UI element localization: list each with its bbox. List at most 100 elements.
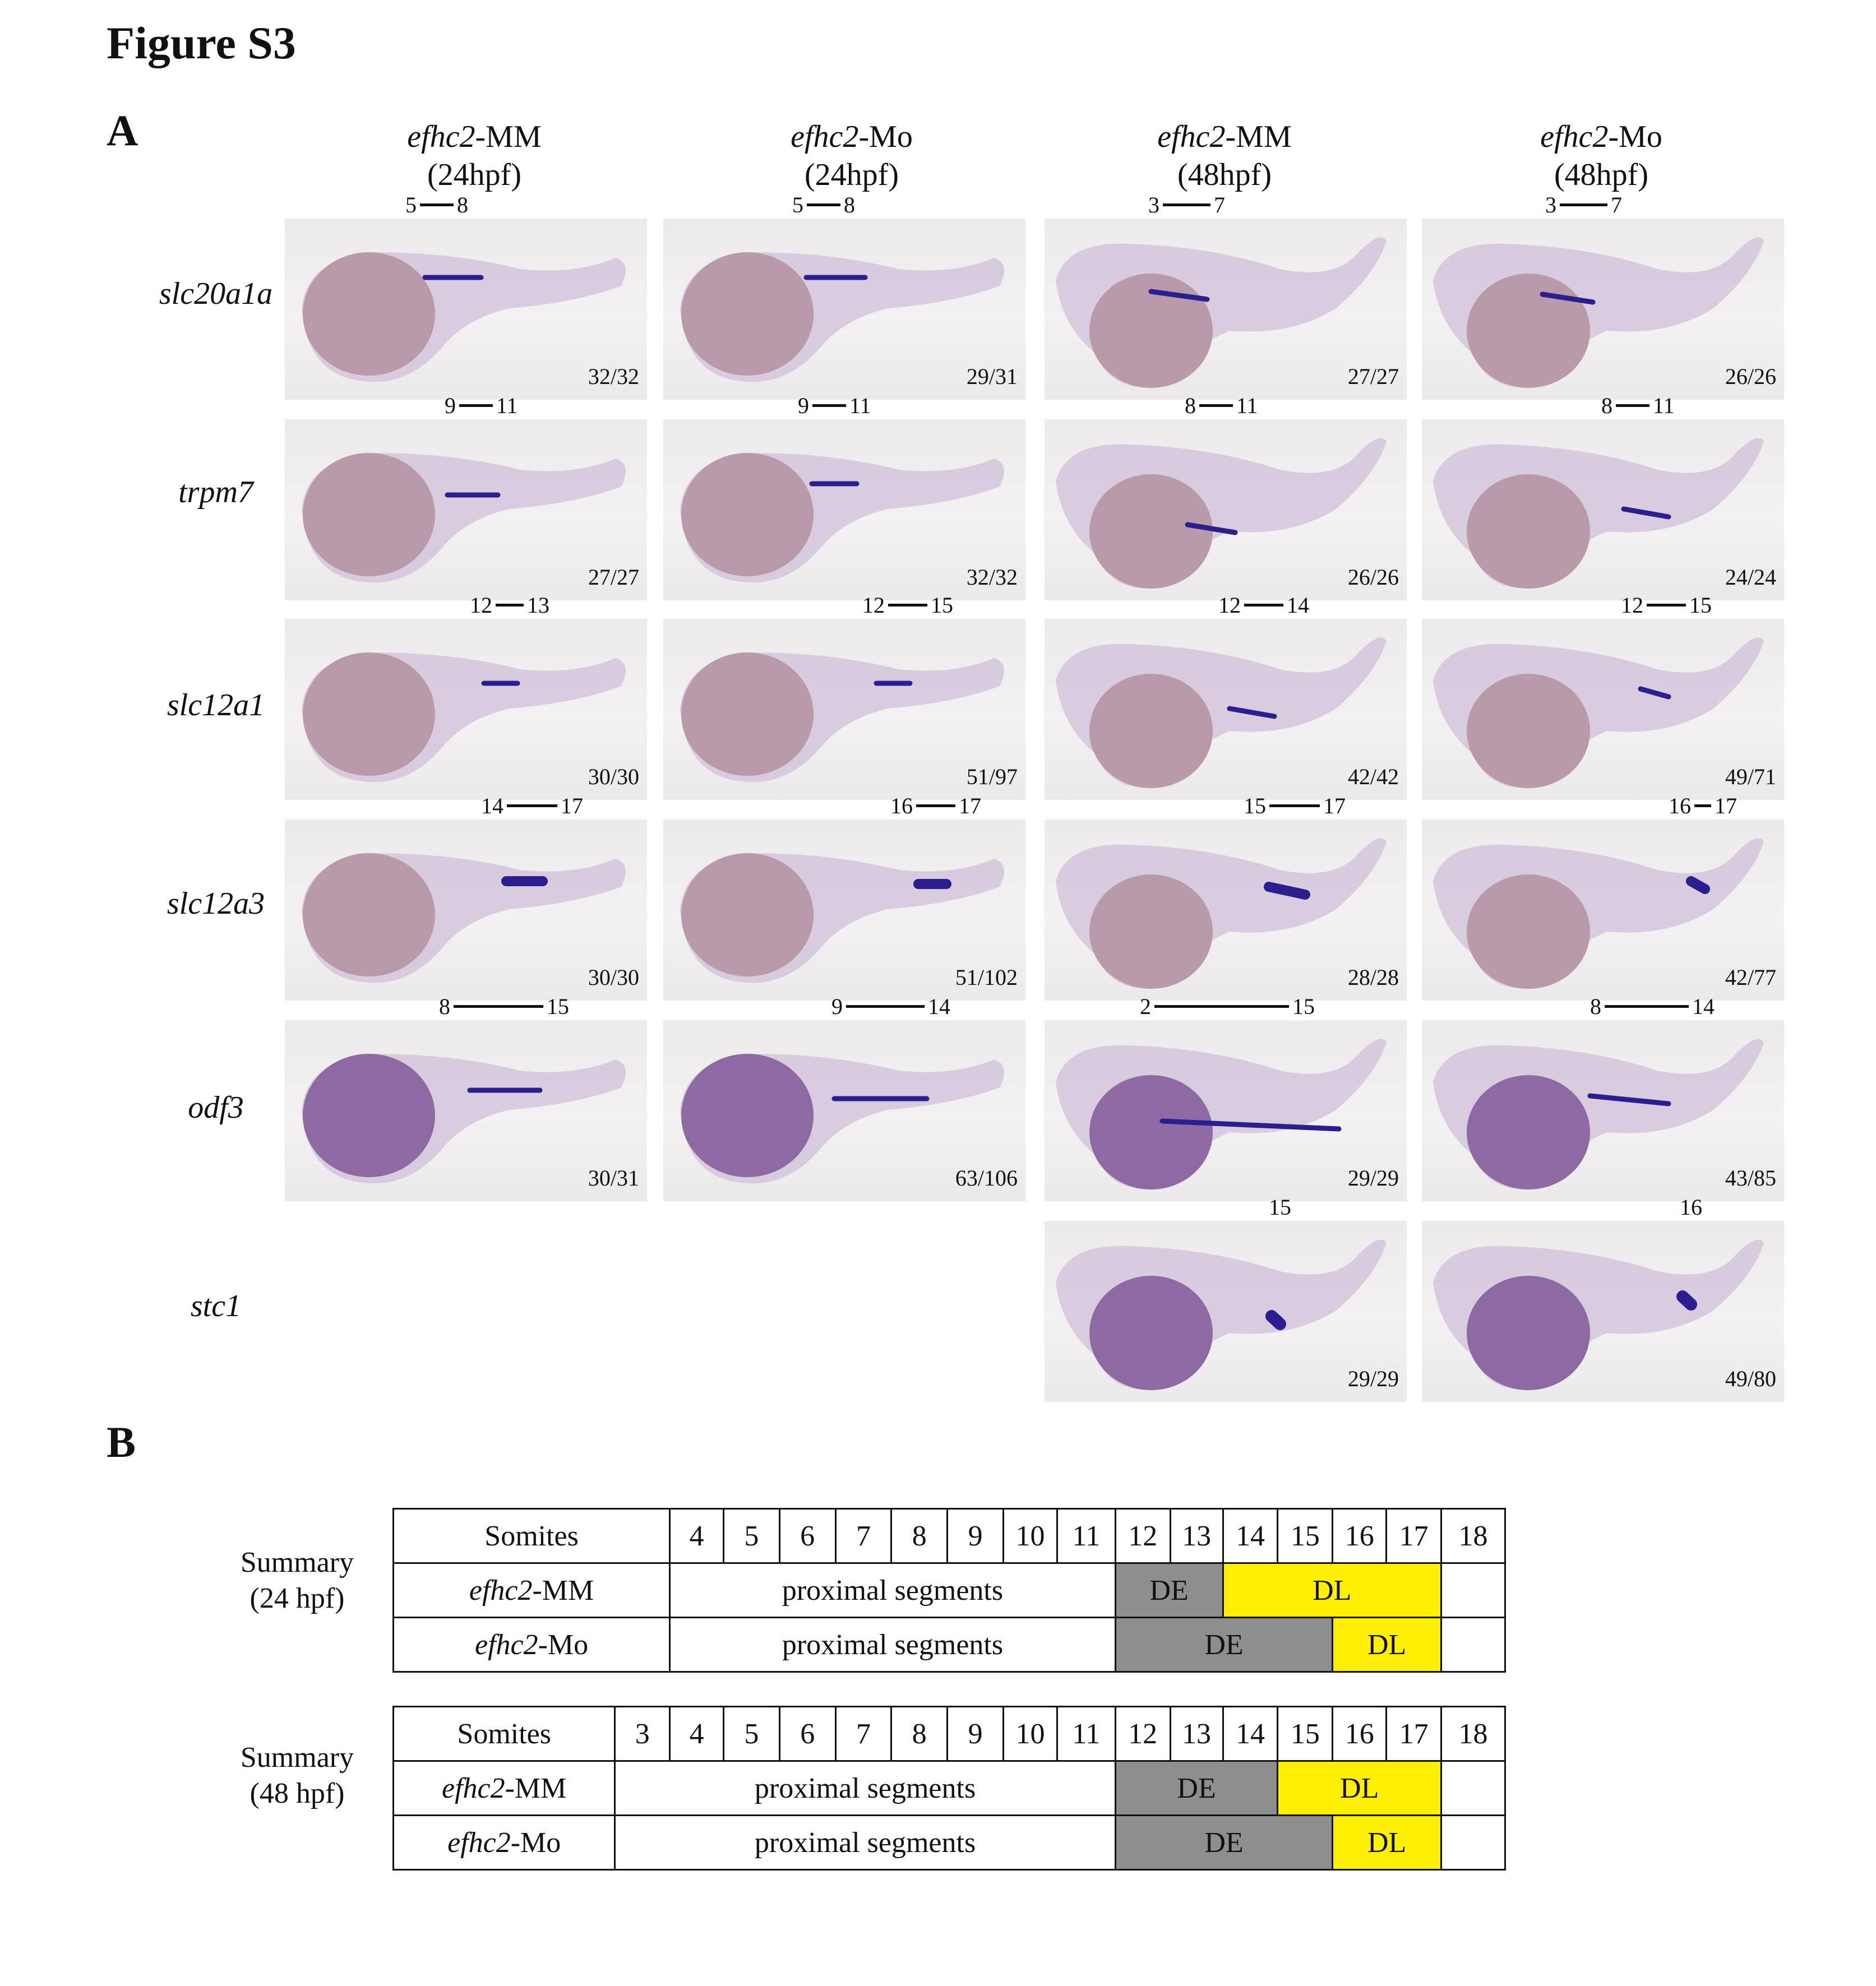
segment-range-line <box>459 404 493 407</box>
segment-start: 8 <box>1590 993 1601 1019</box>
gene-suffix: -MM <box>532 1574 594 1607</box>
segment-end: 11 <box>496 392 518 418</box>
pronephric-stain <box>1159 1118 1342 1132</box>
somite-cell: 8 <box>890 1508 949 1564</box>
gene-name: efhc2 <box>474 1628 538 1661</box>
somite-cell: 4 <box>669 1706 725 1762</box>
row-label-slc12a3: slc12a3 <box>167 886 265 921</box>
segment-start: 3 <box>1148 192 1159 217</box>
row-label-slc20a1a: slc20a1a <box>159 276 273 311</box>
segment-start: 3 <box>1545 192 1556 217</box>
segment-range-line <box>454 1004 543 1008</box>
segment-start: 16 <box>1669 793 1691 818</box>
embryo-drawing <box>1056 1239 1387 1390</box>
mo-row: efhc2-Mo proximal segments DE DL <box>392 1814 1506 1871</box>
embryo-image-r0c0: 32/32 <box>285 219 647 400</box>
yolk <box>1089 1276 1213 1390</box>
somites-row: Somites 4 5 6 7 8 9 10 11 12 13 14 15 16… <box>392 1508 1506 1564</box>
segment-marker: 8 11 <box>1185 391 1258 419</box>
segment-range-line <box>1605 1004 1689 1008</box>
row-label-stc1: stc1 <box>190 1289 242 1323</box>
segment-start: 16 <box>890 793 913 818</box>
empty-cell <box>1440 1617 1506 1673</box>
embryo-count: 49/80 <box>1725 1366 1776 1391</box>
yolk <box>303 853 435 976</box>
row-header-mo: efhc2-Mo <box>392 1617 671 1673</box>
somite-cell: 11 <box>1056 1508 1116 1564</box>
yolk <box>1089 474 1213 589</box>
segment-marker: 15 <box>1269 1193 1291 1221</box>
segment-range-line <box>1244 603 1283 607</box>
somite-cell: 4 <box>669 1508 724 1564</box>
proximal-segments: proximal segments <box>614 1760 1116 1816</box>
embryo-count: 32/32 <box>966 564 1018 590</box>
embryo-count: 43/85 <box>1725 1165 1776 1191</box>
segment-end: 15 <box>1689 592 1712 618</box>
embryo-image-r0c3: 26/26 <box>1422 219 1784 400</box>
pronephric-stain <box>1148 289 1210 302</box>
yolk <box>681 652 814 776</box>
segment-range-line <box>807 203 840 206</box>
embryo-drawing <box>680 652 1004 783</box>
summary-table-24: Somites 4 5 6 7 8 9 10 11 12 13 14 15 16… <box>392 1508 1506 1673</box>
embryo-image-r1c0: 27/27 <box>285 419 647 600</box>
dl-segment: DL <box>1332 1617 1443 1673</box>
segment-start: 14 <box>481 793 503 818</box>
segment-start: 15 <box>1244 793 1266 818</box>
yolk <box>303 652 435 776</box>
segment-range-line <box>1199 404 1233 407</box>
embryo-count: 30/30 <box>588 965 639 990</box>
segment-marker: 2 15 <box>1140 992 1315 1020</box>
yolk <box>681 853 814 976</box>
somites-row: Somites 3 4 5 6 7 8 9 10 11 12 13 14 15 … <box>392 1706 1506 1762</box>
dl-segment: DL <box>1332 1814 1442 1871</box>
segment-end: 13 <box>527 592 549 618</box>
yolk <box>1089 1075 1213 1189</box>
yolk <box>681 453 814 576</box>
column-header-mm-24: efhc2-MM (24hpf) <box>295 118 654 194</box>
column-suffix: -Mo <box>858 119 913 154</box>
somite-cell: 10 <box>1002 1706 1058 1762</box>
proximal-segments: proximal segments <box>614 1814 1116 1871</box>
embryo-drawing <box>302 453 626 583</box>
column-gene: efhc2 <box>407 119 475 154</box>
somite-cell: 14 <box>1222 1706 1279 1762</box>
column-time: (24hpf) <box>427 158 521 192</box>
embryo-drawing <box>1056 637 1387 788</box>
segment-single: 15 <box>1269 1194 1291 1220</box>
embryo-drawing <box>302 1054 626 1184</box>
embryo-drawing <box>680 1054 1004 1184</box>
row-label-odf3: odf3 <box>188 1090 244 1125</box>
embryo-image-r4c0: 30/31 <box>285 1020 647 1201</box>
column-header-mm-48: efhc2-MM (48hpf) <box>1045 118 1404 194</box>
segment-range-line <box>1560 203 1607 206</box>
somite-cell: 14 <box>1222 1508 1279 1564</box>
row-header-mm: efhc2-MM <box>392 1760 616 1816</box>
segment-range-line <box>1269 804 1320 807</box>
segment-start: 12 <box>470 592 492 618</box>
somite-cell: 7 <box>834 1706 893 1762</box>
column-suffix: -Mo <box>1608 119 1662 154</box>
somite-cell: 15 <box>1277 1706 1334 1762</box>
gene-suffix: -Mo <box>510 1826 561 1859</box>
embryo-image-r0c2: 27/27 <box>1045 219 1407 400</box>
segment-start: 2 <box>1140 993 1151 1019</box>
segment-range-line <box>1694 804 1711 807</box>
segment-marker: 16 <box>1680 1193 1702 1221</box>
segment-end: 15 <box>1292 993 1315 1019</box>
somite-cell: 13 <box>1169 1508 1224 1564</box>
segment-range-line <box>1616 404 1649 407</box>
panel-b-label: B <box>107 1418 136 1466</box>
somite-cell: 9 <box>946 1706 1004 1762</box>
embryo-image-r4c2: 29/29 <box>1045 1020 1407 1201</box>
pronephric-stain <box>1587 1093 1671 1107</box>
summary-label-line: Summary <box>240 1547 354 1578</box>
gene-suffix: -MM <box>505 1772 567 1804</box>
gene-name: efhc2 <box>441 1772 505 1804</box>
embryo-image-r4c1: 63/106 <box>663 1020 1025 1201</box>
embryo-image-r3c3: 42/77 <box>1422 820 1784 1001</box>
embryo-image-r5c3: 49/80 <box>1422 1221 1784 1402</box>
segment-marker: 8 11 <box>1601 391 1675 419</box>
segment-range-line <box>812 404 846 407</box>
